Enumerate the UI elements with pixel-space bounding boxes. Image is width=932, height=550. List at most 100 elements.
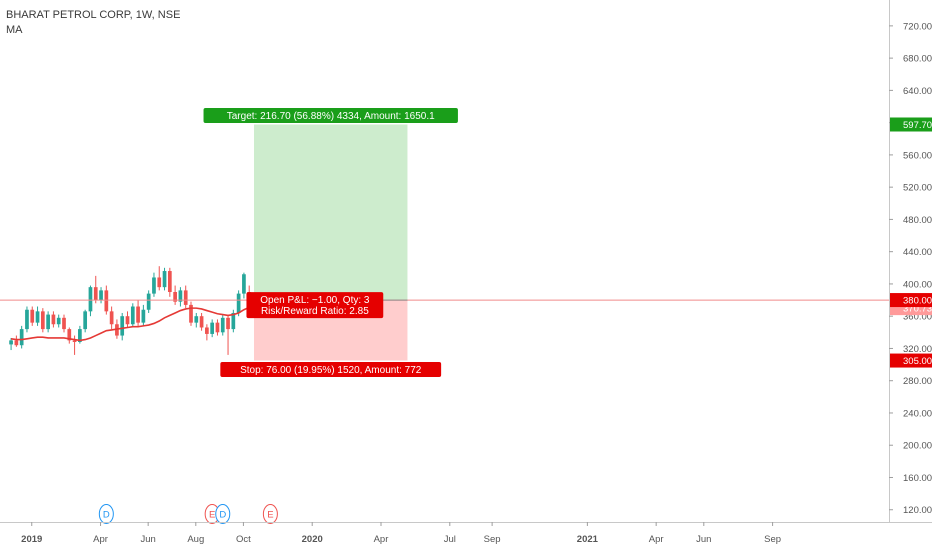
candle [25,306,29,333]
target-price-badge: 597.70 [890,117,932,132]
time-axis[interactable]: 2019 Apr Jun Aug Oct 2020 Apr Jul Sep 2021 Apr Jun S… [0,522,932,545]
candle-body [141,309,146,323]
dividend-marker[interactable]: D [215,504,231,524]
candle [226,314,230,355]
candle [46,311,50,333]
price-tick-label: 440.00 [903,247,932,258]
candle-body [9,340,13,345]
candle-body [152,277,156,294]
event-marker-letter: E [267,510,273,521]
candle [157,266,162,291]
candle [231,309,236,333]
target-price-badge-bg [890,117,932,132]
time-tick-label: 2019 [21,534,42,545]
stop-label[interactable]: Stop: 76.00 (19.95%) 1520, Amount: 772 [220,362,442,378]
candle-body [162,271,167,288]
candle-body [194,316,199,323]
candle-body [78,329,82,342]
pnl-label-bg [246,292,384,319]
target-label-bg [203,108,458,123]
candle-body [99,290,103,301]
time-tick-label: Jun [141,534,156,545]
stop-price-badge: 305.00 [890,353,932,368]
candle [136,300,140,326]
candle [173,285,177,305]
earnings-marker[interactable]: E [262,504,278,524]
candle [130,303,135,328]
candle-body [178,290,183,302]
candle [141,304,146,326]
price-tick-label: 560.00 [903,150,932,161]
dividend-marker[interactable]: D [98,504,114,524]
time-tick-label: Oct [236,534,251,545]
price-tick-label: 640.00 [903,86,932,97]
price-axis[interactable]: 720.00680.00640.00600.00560.00520.00480.… [889,0,932,522]
time-tick-label: Apr [374,534,389,545]
price-tick-label: 120.00 [903,505,932,516]
candle-body [72,340,77,342]
event-marker-letter: E [209,510,215,521]
entry-price-badge-text: 380.00 [903,296,932,307]
candle [162,267,167,291]
candle [35,306,40,326]
candle [199,312,204,331]
price-tick-label: 320.00 [903,344,932,355]
candle-body [93,287,98,301]
stop-price-badge-text: 305.00 [903,356,932,367]
candle [14,335,19,347]
time-tick-label: Sep [764,534,781,545]
candle [215,319,220,336]
candle [56,314,61,328]
candle-body [104,290,109,312]
candle-body [199,316,204,328]
candle-body [205,327,209,334]
candle [152,272,156,297]
candle [205,324,209,341]
candle-body [125,316,130,325]
time-tick-label: Sep [484,534,501,545]
target-label[interactable]: Target: 216.70 (56.88%) 4334, Amount: 16… [203,108,458,123]
event-marker-circle [262,504,278,524]
candle-body [167,271,172,292]
candle [236,290,241,317]
price-tick-label: 280.00 [903,376,932,387]
indicator-legend-ma[interactable]: MA [6,24,23,36]
candle [62,314,66,333]
event-marker-circle [98,504,114,524]
candle [93,275,98,304]
candle-body [215,322,220,333]
candle-body [88,287,93,312]
time-tick-label: 2021 [577,534,599,545]
target-price-badge-text: 597.70 [903,120,932,131]
candle-body [120,316,125,336]
candle-body [56,317,61,325]
candle-body [183,290,188,305]
time-tick-label: Apr [93,534,108,545]
price-tick-label: 480.00 [903,215,932,226]
candle-body [19,329,24,346]
candle [220,314,225,336]
position-labels[interactable]: Target: 216.70 (56.88%) 4334, Amount: 16… [203,108,458,378]
candle-body [25,309,29,330]
stop-label-bg [220,362,442,378]
event-marker-circle [215,504,231,524]
plot-area[interactable]: Target: 216.70 (56.88%) 4334, Amount: 16… [0,108,889,524]
candle-body [14,340,19,346]
pnl-label-text: Risk/Reward Ratio: 2.85 [261,306,369,317]
candle [67,327,72,344]
candle-body [67,329,72,341]
candle [99,287,103,304]
candle-body [231,312,236,330]
position-zones [254,124,408,361]
moving-average-line [10,306,250,342]
candle [167,267,172,297]
ma-price-badge-text: 370.73 [903,304,932,315]
stop-label-text: Stop: 76.00 (19.95%) 1520, Amount: 772 [240,365,422,376]
candle-body [83,311,88,330]
candle-body [157,277,162,288]
target-label-text: Target: 216.70 (56.88%) 4334, Amount: 16… [227,111,435,122]
